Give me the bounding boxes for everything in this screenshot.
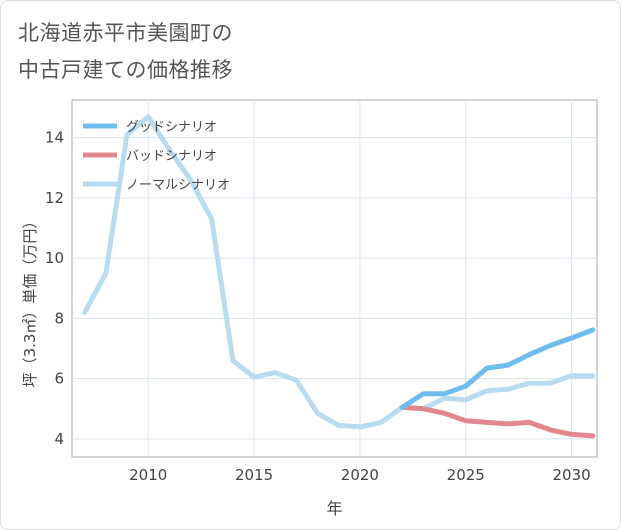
axes-layer: 2010 2015 2020 2025 2030 4 6 8 10 12 14 年 坪（3.3㎡）単価（…: [21, 129, 591, 518]
x-tick-label: 2015: [235, 466, 273, 484]
series-line-0: [399, 327, 596, 410]
x-tick-label: 2025: [447, 466, 485, 484]
chart-title-line-1: 北海道赤平市美園町の: [18, 21, 233, 45]
y-tick-label: 12: [45, 189, 64, 207]
plot-area: [71, 99, 598, 458]
series-line-2: [82, 114, 596, 430]
x-tick-label: 2020: [341, 466, 379, 484]
y-tick-label: 6: [54, 370, 64, 388]
y-axis-label: 坪（3.3㎡）単価（万円）: [21, 214, 39, 388]
grid-lines: [72, 100, 597, 457]
series-line-1: [399, 404, 596, 439]
x-axis-label: 年: [326, 499, 342, 518]
legend-label: グッドシナリオ: [126, 120, 217, 135]
legend-label: バッドシナリオ: [126, 149, 217, 164]
y-tick-label: 10: [45, 249, 64, 267]
x-tick-label: 2030: [553, 466, 591, 484]
y-tick-label: 8: [54, 309, 64, 327]
y-tick-label: 14: [45, 129, 64, 147]
chart-title-line-2: 中古戸建ての価格推移: [18, 58, 233, 82]
y-tick-label: 4: [54, 430, 64, 448]
legend-label: ノーマルシナリオ: [126, 178, 230, 193]
series-layer: [82, 114, 596, 439]
x-tick-label: 2010: [129, 466, 167, 484]
chart-title: 北海道赤平市美園町の 中古戸建ての価格推移: [18, 15, 233, 89]
